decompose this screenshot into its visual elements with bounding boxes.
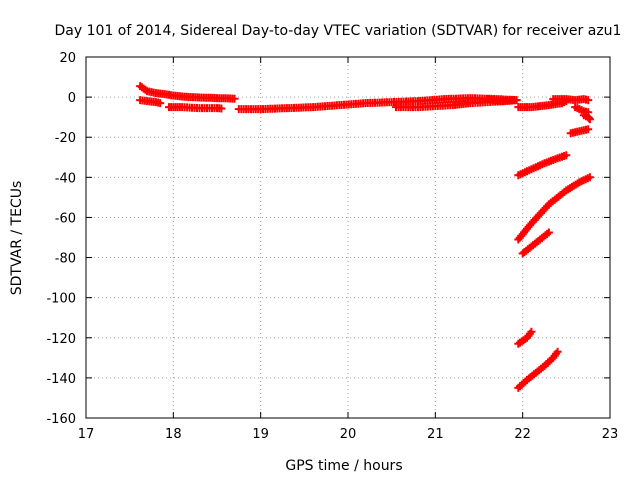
data-point xyxy=(544,228,553,237)
y-tick-label: -160 xyxy=(46,412,76,427)
y-axis-label: SDTVAR / TECUs xyxy=(9,181,25,296)
data-series-14 xyxy=(518,228,553,258)
data-series-12 xyxy=(514,151,571,180)
x-tick-label: 21 xyxy=(427,427,444,442)
data-series-3 xyxy=(165,103,226,113)
data-point xyxy=(584,125,593,134)
y-tick-label: -80 xyxy=(55,252,76,267)
data-point xyxy=(562,151,571,160)
data-series-10 xyxy=(579,111,594,124)
x-tick-label: 22 xyxy=(514,427,531,442)
y-tick-label: -20 xyxy=(55,131,76,146)
y-tick-label: 20 xyxy=(59,51,76,66)
data-points xyxy=(136,82,594,392)
y-tick-label: 0 xyxy=(68,91,76,106)
data-point xyxy=(527,327,536,336)
chart-title: Day 101 of 2014, Sidereal Day-to-day VTE… xyxy=(55,23,622,39)
data-series-2 xyxy=(136,96,165,108)
grid-lines xyxy=(86,57,610,418)
data-point xyxy=(585,115,594,124)
x-tick-label: 17 xyxy=(78,427,95,442)
axis-ticks: 17 18 19 20 21 22 23 20 0 -20 -40 -60 -80 -100 -120 -14… xyxy=(46,51,618,442)
data-point xyxy=(553,347,562,356)
x-tick-label: 18 xyxy=(165,427,182,442)
data-series-7 xyxy=(514,97,571,112)
x-tick-label: 23 xyxy=(602,427,619,442)
y-tick-label: -60 xyxy=(55,211,76,226)
x-tick-label: 19 xyxy=(252,427,269,442)
y-tick-label: -120 xyxy=(46,332,76,347)
data-series-6 xyxy=(483,95,518,106)
y-tick-label: -100 xyxy=(46,292,76,307)
data-series-1 xyxy=(136,82,239,103)
data-series-8 xyxy=(549,95,593,105)
data-series-15 xyxy=(514,327,536,348)
data-series-16 xyxy=(514,347,562,392)
data-point xyxy=(584,96,593,105)
data-series-13 xyxy=(514,173,594,244)
y-tick-label: -40 xyxy=(55,171,76,186)
x-tick-label: 20 xyxy=(340,427,357,442)
data-point xyxy=(230,94,239,103)
data-point xyxy=(156,99,165,108)
data-point xyxy=(217,104,226,113)
data-series-11 xyxy=(566,125,593,138)
data-point xyxy=(509,96,518,105)
x-axis-label: GPS time / hours xyxy=(285,458,402,474)
data-point xyxy=(585,173,594,182)
y-tick-label: -140 xyxy=(46,372,76,387)
